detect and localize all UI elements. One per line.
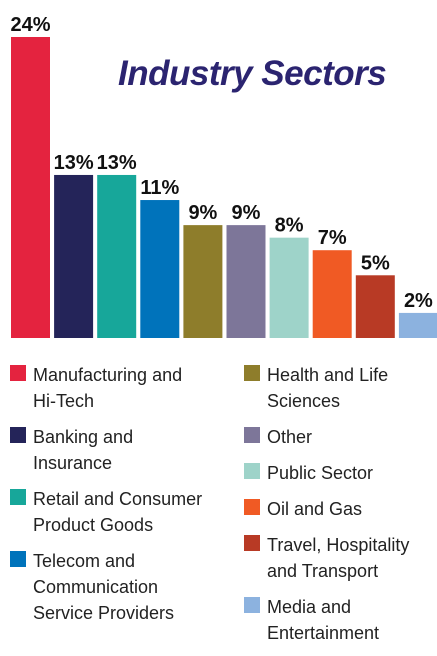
legend-item: Telecom and Communication Service Provider… <box>10 548 225 626</box>
legend-label-line: Other <box>267 427 313 447</box>
legend-swatch <box>244 499 260 515</box>
legend-swatch <box>244 427 260 443</box>
legend-swatch <box>244 535 260 551</box>
bar-9 <box>355 275 395 338</box>
legend-label: Retail and Consumer Product Goods <box>33 486 202 538</box>
legend-swatch <box>10 365 26 381</box>
bar-8 <box>312 250 352 338</box>
legend-item: Public Sector <box>244 460 434 486</box>
legend-label: Public Sector <box>267 460 373 486</box>
bar-value-label-2: 13% <box>54 152 94 174</box>
legend-item: Health and Life Sciences <box>244 362 434 414</box>
legend-swatch <box>244 597 260 613</box>
legend-label: Health and Life Sciences <box>267 362 388 414</box>
legend-label: Oil and Gas <box>267 496 362 522</box>
legend-label: Manufacturing and Hi-Tech <box>33 362 182 414</box>
legend-label-line: Oil and Gas <box>267 499 363 519</box>
legend-label-line: Banking and <box>33 427 134 447</box>
bar-value-label-3: 13% <box>97 152 137 174</box>
legend-label-line: Product Goods <box>33 515 154 535</box>
bar-6 <box>226 225 266 338</box>
legend-swatch <box>10 551 26 567</box>
legend-label: Banking and Insurance <box>33 424 133 476</box>
legend-label-line: Insurance <box>33 453 113 473</box>
legend-swatch <box>10 489 26 505</box>
legend-item: Travel, Hospitality and Transport <box>244 532 434 584</box>
legend-label-line: Communication <box>33 577 159 597</box>
legend-label: Media and Entertainment <box>267 594 379 646</box>
legend-swatch <box>244 365 260 381</box>
bar-value-label-4: 11% <box>140 177 179 199</box>
bar-5 <box>183 225 223 338</box>
legend-label-line: Public Sector <box>267 463 374 483</box>
chart-title: Industry Sectors <box>118 54 387 93</box>
legend-item: Media and Entertainment <box>244 594 434 646</box>
legend-label: Travel, Hospitality and Transport <box>267 532 409 584</box>
legend-label-line: Sciences <box>267 391 341 411</box>
legend-label: Telecom and Communication Service Provider… <box>33 548 174 626</box>
bar-value-label-10: 2% <box>404 290 433 312</box>
legend-item: Other <box>244 424 434 450</box>
bar-value-label-9: 5% <box>361 252 390 274</box>
legend-label: Other <box>267 424 312 450</box>
legend-label-line: and Transport <box>267 561 379 581</box>
legend-item: Manufacturing and Hi-Tech <box>10 362 225 414</box>
legend-label-line: Telecom and <box>33 551 136 571</box>
legend-label-line: Retail and Consumer <box>33 489 203 509</box>
legend-label-line: Manufacturing and <box>33 365 183 385</box>
bar-1 <box>11 37 50 338</box>
legend-item: Retail and Consumer Product Goods <box>10 486 225 538</box>
bar-value-label-7: 8% <box>275 215 304 237</box>
bar-chart: 24%13% 13%11%9% 9%8%7%5%2% <box>10 14 437 338</box>
bar-10 <box>398 312 437 338</box>
legend-swatch <box>244 463 260 479</box>
legend-label-line: Media and <box>267 597 352 617</box>
legend-swatch <box>10 427 26 443</box>
legend-label-line: Service Providers <box>33 603 175 623</box>
legend-label-line: Entertainment <box>267 623 380 643</box>
bar-7 <box>269 237 309 338</box>
legend-column-2: Health and Life Sciences Other Public Secto… <box>244 362 434 656</box>
bar-2 <box>54 174 94 338</box>
bar-3 <box>97 174 137 338</box>
bar-value-label-1: 24% <box>10 14 50 36</box>
bar-4 <box>140 200 180 338</box>
legend-column-1: Manufacturing and Hi-Tech Banking and Insur… <box>10 362 225 636</box>
legend-item: Oil and Gas <box>244 496 434 522</box>
legend-item: Banking and Insurance <box>10 424 225 476</box>
legend-label-line: Travel, Hospitality <box>267 535 410 555</box>
bar-value-label-8: 7% <box>318 227 347 249</box>
legend-label-line: Health and Life <box>267 365 389 385</box>
bar-value-label-6: 9% <box>232 202 261 224</box>
legend-label-line: Hi-Tech <box>33 391 95 411</box>
bar-value-label-5: 9% <box>188 202 217 224</box>
